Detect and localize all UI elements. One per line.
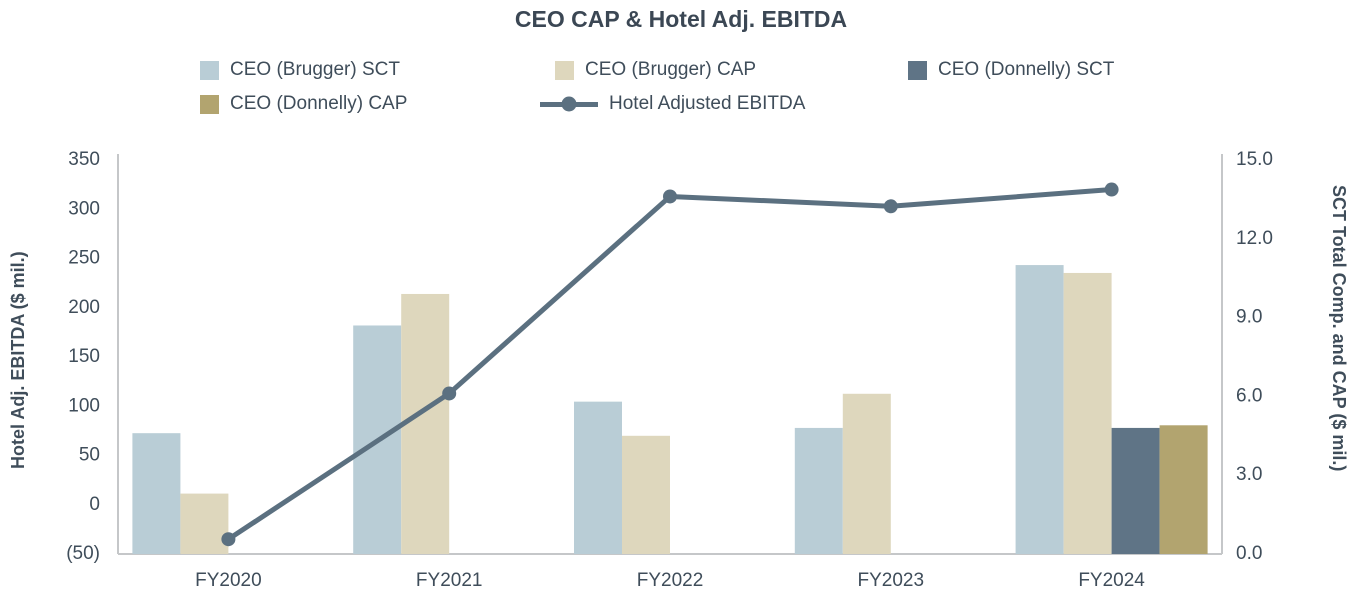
- legend-item-donnelly-cap: CEO (Donnelly) CAP: [200, 93, 407, 115]
- x-axis-label: FY2022: [637, 570, 704, 591]
- bar: [1111, 427, 1160, 554]
- legend-swatch-brugger-sct: [200, 60, 219, 80]
- legend-swatch-brugger-cap: [555, 60, 574, 80]
- legend-label: CEO (Donnelly) SCT: [938, 59, 1115, 80]
- x-axis-label: FY2023: [858, 570, 925, 591]
- legend-swatch-donnelly-cap: [200, 94, 219, 114]
- legend-item-donnelly-sct: CEO (Donnelly) SCT: [908, 59, 1114, 81]
- legend-line-marker: [561, 96, 577, 112]
- right-tick-label: 9.0: [1236, 307, 1262, 328]
- line-marker: [883, 199, 898, 214]
- line-marker: [1104, 182, 1119, 197]
- right-tick-label: 12.0: [1236, 228, 1273, 249]
- bar: [132, 433, 181, 554]
- left-tick-label: 0: [89, 494, 100, 515]
- bar: [794, 427, 843, 554]
- line-marker: [663, 189, 677, 204]
- legend-item-hotel-ebitda: Hotel Adjusted EBITDA: [540, 93, 805, 115]
- left-tick-label: 200: [68, 297, 100, 318]
- chart-title: CEO CAP & Hotel Adj. EBITDA: [514, 6, 848, 32]
- left-tick-label: 250: [68, 248, 100, 269]
- bar: [1015, 265, 1064, 554]
- right-axis-title: SCT Total Comp. and CAP ($ mil.): [1329, 184, 1349, 472]
- bar: [1159, 425, 1208, 554]
- x-axis-label: FY2024: [1078, 570, 1145, 591]
- right-tick-label: 0.0: [1236, 543, 1262, 564]
- bar: [1063, 272, 1112, 554]
- bar: [842, 393, 891, 554]
- bar: [574, 401, 622, 554]
- bar: [180, 493, 229, 554]
- bar: [622, 435, 670, 554]
- left-tick-label: 300: [68, 198, 100, 219]
- left-tick-label: 150: [68, 346, 100, 367]
- legend-label: Hotel Adjusted EBITDA: [609, 93, 806, 114]
- legend-item-brugger-sct: CEO (Brugger) SCT: [200, 59, 400, 81]
- bar: [401, 293, 450, 554]
- left-tick-label: 100: [68, 395, 100, 416]
- legend-label: CEO (Brugger) SCT: [230, 59, 400, 80]
- x-axis-label: FY2021: [416, 570, 483, 591]
- right-tick-label: 15.0: [1236, 149, 1273, 170]
- legend-label: CEO (Brugger) CAP: [585, 59, 757, 80]
- left-tick-label: 350: [68, 149, 100, 170]
- right-tick-label: 6.0: [1236, 385, 1262, 406]
- legend-swatch-donnelly-sct: [908, 60, 927, 80]
- line-marker: [221, 532, 236, 547]
- left-tick-label: (50): [66, 543, 100, 564]
- x-axis-label: FY2020: [195, 570, 262, 591]
- legend-line-swatch-ebitda: [540, 96, 598, 112]
- left-tick-label: 50: [79, 445, 100, 466]
- chart-plot: 350 300 250 200 150 100 50 0 (50) 15.0 12.0 9.0 6.0 3…: [66, 149, 1273, 591]
- legend-label: CEO (Donnelly) CAP: [230, 93, 408, 114]
- right-tick-label: 3.0: [1236, 464, 1262, 485]
- legend-item-brugger-cap: CEO (Brugger) CAP: [555, 59, 756, 81]
- line-marker: [442, 386, 457, 401]
